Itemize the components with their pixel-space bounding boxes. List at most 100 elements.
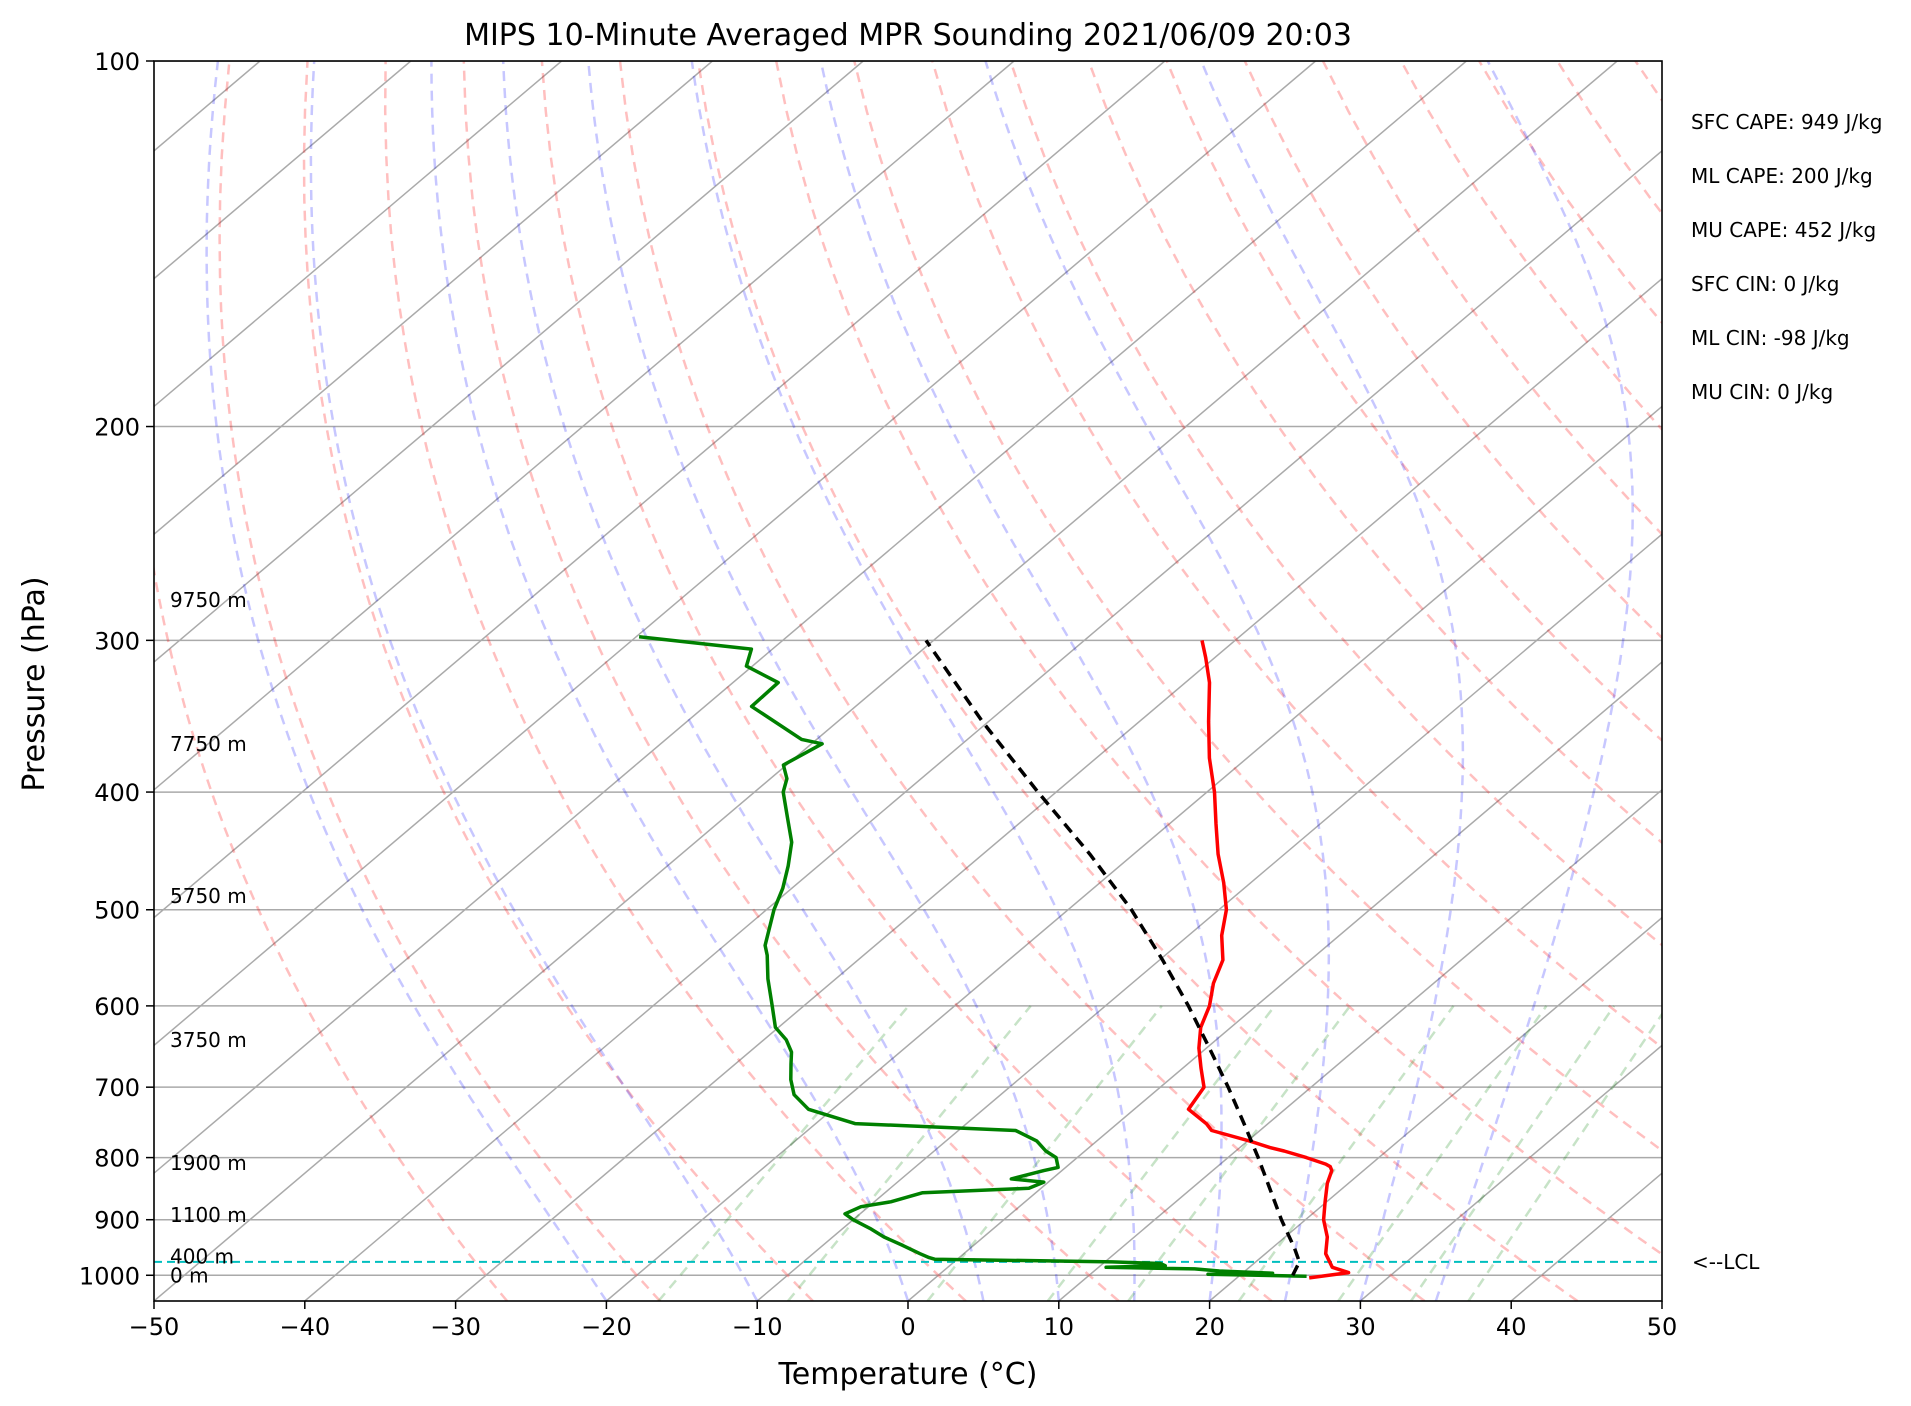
isotherm-line (756, 533, 1662, 1301)
y-axis-label: Pressure (hPa) (17, 576, 52, 791)
x-axis-ticks: −50 −40 −30 −20 −10 0 10 20 30 40 50 (129, 1301, 1677, 1341)
y-tick-label: 700 (94, 1074, 140, 1102)
moist-adiabat-line (501, 61, 985, 1301)
stability-index-text: MU CAPE: 452 J/kg (1691, 218, 1876, 242)
isotherm-line (1058, 788, 1662, 1301)
x-tick-label: −10 (732, 1313, 783, 1341)
y-tick-label: 200 (94, 414, 140, 442)
stability-index-text: ML CAPE: 200 J/kg (1691, 164, 1873, 188)
y-tick-label: 400 (94, 779, 140, 807)
height-label: 9750 m (170, 588, 247, 612)
isotherm-line (154, 61, 563, 408)
isotherm-line (304, 149, 1662, 1301)
isotherm-line (1813, 61, 1911, 1301)
height-label: 5750 m (170, 884, 247, 908)
isotherm-line (1661, 1300, 1662, 1301)
x-tick-label: −30 (430, 1313, 481, 1341)
y-axis-ticks: 100 200 300 400 500 600 700 800 900 1000 (79, 48, 154, 1290)
lcl-label: <--LCL (1692, 1250, 1760, 1274)
stability-indices: SFC CAPE: 949 J/kg ML CAPE: 200 J/kg MU CA… (1691, 110, 1882, 404)
dry-adiabat-line (1478, 61, 1662, 325)
x-tick-label: 20 (1194, 1313, 1225, 1341)
x-tick-label: 10 (1044, 1313, 1075, 1341)
dry-adiabat-line (931, 61, 1662, 1050)
x-axis-label: Temperature (°C) (778, 1357, 1038, 1392)
mixing-ratio-line (1467, 1011, 1662, 1301)
y-tick-label: 800 (94, 1145, 140, 1173)
dry-adiabat-line (1009, 61, 1662, 947)
dry-adiabat-line (1634, 61, 1662, 103)
dry-adiabat-line (696, 61, 1579, 1301)
y-tick-label: 100 (94, 48, 140, 76)
isotherm-line (455, 277, 1662, 1301)
mixing-ratio-line (1127, 1005, 1352, 1301)
stability-index-text: ML CIN: -98 J/kg (1691, 326, 1850, 350)
moist-adiabat-line (1434, 61, 1634, 1301)
stability-index-text: MU CIN: 0 J/kg (1691, 380, 1833, 404)
chart-title: MIPS 10-Minute Averaged MPR Sounding 202… (464, 18, 1352, 53)
dry-adiabat-line (540, 61, 1273, 1301)
x-tick-label: 40 (1496, 1313, 1527, 1341)
isotherm-line (154, 61, 1015, 791)
isotherm-line (154, 61, 1166, 919)
mixing-ratio-line (787, 1005, 1032, 1301)
height-label: 3750 m (170, 1028, 247, 1052)
x-tick-label: 0 (900, 1313, 915, 1341)
dry-adiabat-line (1165, 61, 1662, 743)
x-tick-label: 30 (1345, 1313, 1376, 1341)
series-line-0 (1186, 640, 1351, 1280)
dry-adiabat-line (618, 61, 1426, 1301)
series-line-2 (924, 639, 1302, 1277)
dry-adiabat-line (154, 563, 509, 1301)
isotherm-line (154, 61, 1618, 1301)
isotherm-line (605, 405, 1662, 1301)
series-lines (638, 635, 1351, 1280)
plot-frame (153, 60, 1663, 1302)
dry-adiabat-line (774, 61, 1662, 1256)
dry-adiabat-line (1556, 61, 1662, 216)
x-tick-label: −50 (129, 1313, 180, 1341)
height-label: 1100 m (170, 1203, 247, 1227)
y-tick-label: 300 (94, 627, 140, 655)
dry-adiabat-line (853, 61, 1662, 1153)
dry-adiabat-line (1792, 61, 1911, 1301)
dry-adiabat-line (302, 61, 814, 1301)
mixing-ratio-line (1409, 1005, 1616, 1301)
height-label: 7750 m (170, 732, 247, 756)
dry-adiabat-line (218, 61, 661, 1301)
isotherm-line (154, 61, 713, 536)
moist-adiabat-line (309, 61, 759, 1301)
isotherm-line (1209, 916, 1662, 1301)
mixing-ratio-line (926, 1005, 1163, 1301)
moist-adiabat-line (430, 61, 910, 1301)
isotherm-line (154, 61, 412, 280)
height-label: 1900 m (170, 1151, 247, 1175)
series-line-1 (638, 635, 1307, 1279)
dry-adiabat-line (383, 61, 967, 1301)
moist-adiabat-line (1200, 61, 1465, 1301)
isotherm-line (1510, 1172, 1662, 1301)
stability-index-text: SFC CIN: 0 J/kg (1691, 272, 1839, 296)
isotherm-line (154, 61, 864, 664)
isotherm-line (907, 661, 1662, 1301)
moist-adiabat-line (205, 61, 608, 1301)
stability-index-text: SFC CAPE: 949 J/kg (1691, 110, 1882, 134)
isotherm-line (154, 61, 1317, 1047)
mixing-ratio-line (1337, 1005, 1548, 1301)
moist-adiabat-line (819, 61, 1223, 1301)
mixing-ratio-line (1237, 1005, 1455, 1301)
y-tick-label: 900 (94, 1207, 140, 1235)
x-tick-label: −20 (581, 1313, 632, 1341)
y-tick-label: 600 (94, 993, 140, 1021)
y-tick-label: 500 (94, 897, 140, 925)
isotherm-line (1359, 1044, 1662, 1301)
moist-adiabat-line (587, 61, 1061, 1301)
height-label: 0 m (170, 1263, 209, 1287)
dry-adiabat-line (1870, 61, 1911, 1301)
mixing-ratio-line (657, 1005, 910, 1301)
mixing-ratio-line (1046, 1005, 1276, 1301)
moist-adiabat-line (984, 61, 1331, 1301)
dry-adiabat-line (1714, 61, 1911, 1301)
